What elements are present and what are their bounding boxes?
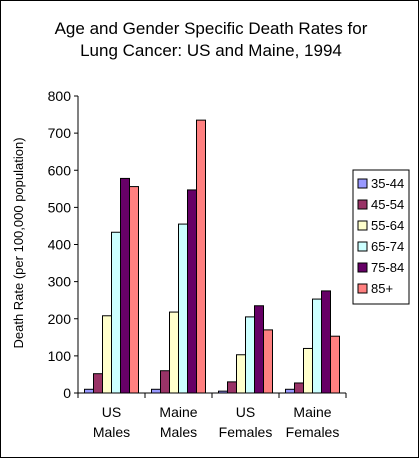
bar-55-64-3 xyxy=(303,347,313,394)
bar-35-44-3 xyxy=(285,388,295,394)
bar-45-54-2 xyxy=(227,381,237,394)
legend-swatch xyxy=(357,283,368,294)
bar-65-74-1 xyxy=(178,223,188,394)
chart-title-line-2: Lung Cancer: US and Maine, 1994 xyxy=(80,41,342,60)
legend-label: 65-74 xyxy=(371,239,404,254)
y-tick-label: 600 xyxy=(48,162,72,178)
y-tick-label: 800 xyxy=(48,88,72,104)
y-tick-label: 300 xyxy=(48,274,72,290)
bar-55-64-2 xyxy=(236,354,246,394)
legend-swatch xyxy=(357,241,368,252)
legend-label: 85+ xyxy=(371,281,393,296)
x-category-label: Females xyxy=(286,424,340,440)
chart-title: Age and Gender Specific Death Rates for … xyxy=(55,19,368,60)
bar-75-84-0 xyxy=(120,177,130,394)
x-category-label: US xyxy=(236,404,255,420)
bar-55-64-0 xyxy=(102,315,112,394)
bar-35-44-0 xyxy=(84,388,94,394)
x-category-label: Males xyxy=(93,424,130,440)
y-tick-label: 700 xyxy=(48,125,72,141)
bar-65-74-2 xyxy=(245,316,255,394)
x-category-label: Females xyxy=(219,424,273,440)
x-category-label: Males xyxy=(160,424,197,440)
bar-35-44-1 xyxy=(151,388,161,394)
bar-55-64-1 xyxy=(169,311,179,394)
legend-swatch xyxy=(357,220,368,231)
legend-label: 55-64 xyxy=(371,218,404,233)
bar-45-54-1 xyxy=(160,370,170,394)
bar-85plus-1 xyxy=(196,119,206,394)
legend-swatch xyxy=(357,199,368,210)
legend: 35-44 45-54 55-64 65-74 75-84 85+ xyxy=(352,169,410,305)
chart-title-line-1: Age and Gender Specific Death Rates for xyxy=(55,19,368,38)
bar-75-84-2 xyxy=(254,305,264,394)
legend-label: 35-44 xyxy=(371,176,404,191)
y-tick-label: 100 xyxy=(48,348,72,364)
legend-label: 45-54 xyxy=(371,197,404,212)
y-tick-label: 200 xyxy=(48,311,72,327)
bar-65-74-0 xyxy=(111,231,121,394)
y-axis-title: Death Rate (per 100,000 population) xyxy=(11,137,26,348)
x-category-label: Maine xyxy=(293,404,331,420)
bar-85plus-2 xyxy=(263,329,273,394)
bar-65-74-3 xyxy=(312,298,322,394)
legend-swatch xyxy=(357,178,368,189)
y-tick-label: 500 xyxy=(48,199,72,215)
bar-35-44-2 xyxy=(218,390,228,394)
x-category-label: US xyxy=(102,404,121,420)
bar-45-54-0 xyxy=(93,373,103,394)
y-tick-label: 400 xyxy=(48,237,72,253)
bar-75-84-1 xyxy=(187,189,197,394)
legend-label: 75-84 xyxy=(371,260,404,275)
bar-45-54-3 xyxy=(294,382,304,394)
x-category-label: Maine xyxy=(159,404,197,420)
legend-box xyxy=(352,169,410,305)
bar-85plus-3 xyxy=(330,335,340,394)
bar-85plus-0 xyxy=(129,186,139,394)
y-tick-label: 0 xyxy=(63,385,71,401)
legend-swatch xyxy=(357,262,368,273)
plot-area: 0 100 200 300 400 500 600 700 800 US Males Maine Mal… xyxy=(48,88,347,440)
bar-75-84-3 xyxy=(321,290,331,394)
